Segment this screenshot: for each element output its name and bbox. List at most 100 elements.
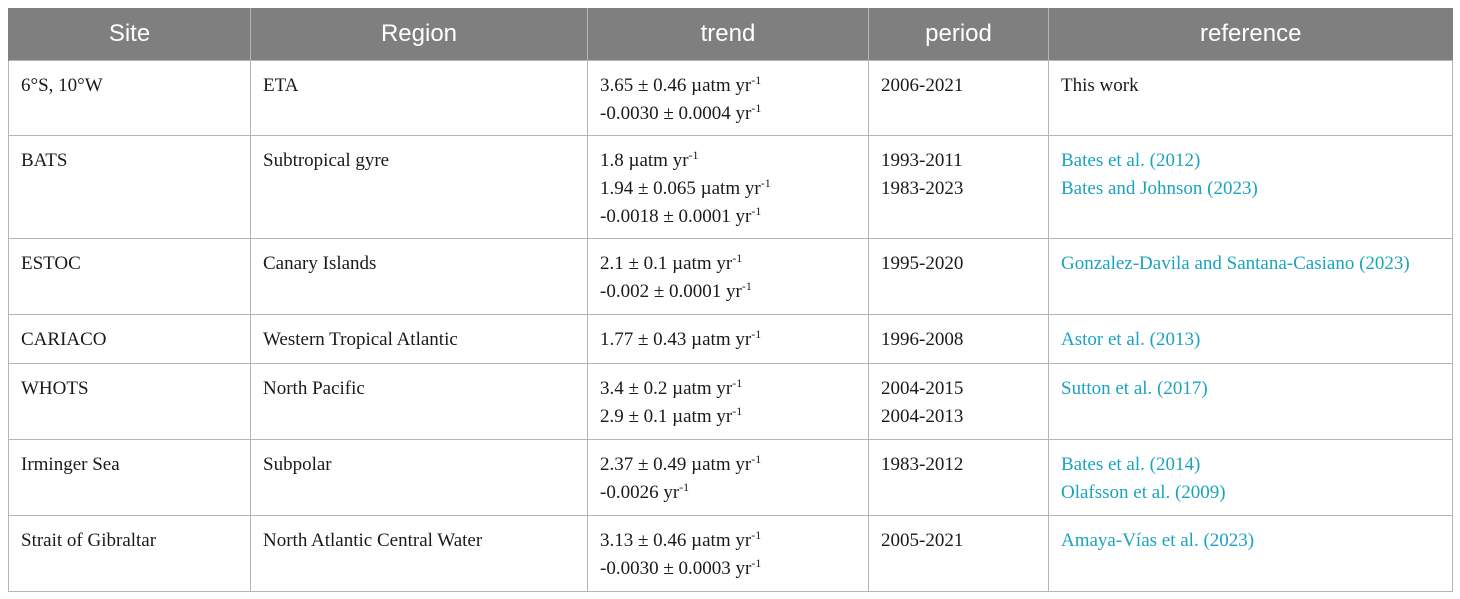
- trend-value: 2.37 ± 0.49 µatm yr-1: [600, 451, 856, 479]
- reference-cell: Astor et al. (2013): [1048, 314, 1453, 364]
- period-value: 1983-2023: [881, 178, 964, 200]
- table-row: 6°S, 10°W ETA 3.65 ± 0.46 µatm yr-1 -0.0030…: [8, 59, 1453, 137]
- trend-text: 1.94 ± 0.065 µatm yr: [600, 178, 761, 200]
- trend-text: -0.0030 ± 0.0004 yr: [600, 103, 752, 124]
- site-cell: Irminger Sea: [8, 438, 251, 516]
- header-row: Site Region trend period reference: [8, 8, 1453, 61]
- period-value: 2004-2013: [881, 405, 964, 427]
- table-row: CARIACO Western Tropical Atlantic 1.77 ± 0…: [8, 314, 1453, 364]
- trend-text: -0.002 ± 0.0001 yr: [600, 281, 742, 303]
- reference-link[interactable]: Bates et al. (2012): [1061, 150, 1201, 172]
- region-name: North Atlantic Central Water: [263, 529, 483, 551]
- reference-cell: Bates et al. (2012) Bates and Johnson (20…: [1048, 135, 1453, 240]
- period-value: 2006-2021: [881, 75, 964, 96]
- period-value: 1995-2020: [881, 253, 964, 275]
- trend-cell: 1.77 ± 0.43 µatm yr-1: [587, 314, 869, 364]
- trend-text: -0.0026 yr: [600, 481, 680, 503]
- period-value: 2004-2015: [881, 377, 964, 399]
- trend-exponent: -1: [732, 251, 743, 266]
- trend-text: 3.4 ± 0.2 µatm yr: [600, 377, 733, 399]
- comparison-table: Site Region trend period reference 6°S, …: [8, 8, 1453, 593]
- trend-cell: 3.4 ± 0.2 µatm yr-1 2.9 ± 0.1 µatm yr-1: [587, 362, 869, 440]
- region-cell: North Pacific: [250, 362, 588, 440]
- trend-exponent: -1: [741, 279, 752, 294]
- reference-text: This work: [1061, 75, 1139, 96]
- trend-exponent: -1: [732, 375, 743, 390]
- trend-value: 3.4 ± 0.2 µatm yr-1: [600, 375, 856, 403]
- table-row: ESTOC Canary Islands 2.1 ± 0.1 µatm yr-1 -0…: [8, 238, 1453, 316]
- region-cell: Canary Islands: [250, 238, 588, 316]
- trend-value: 2.1 ± 0.1 µatm yr-1: [600, 250, 856, 278]
- region-name: ETA: [263, 75, 299, 96]
- trend-value: -0.0030 ± 0.0003 yr-1: [600, 555, 856, 583]
- trend-value: 3.65 ± 0.46 µatm yr-1: [600, 72, 856, 100]
- period-cell: 1993-2011 1983-2023: [868, 135, 1049, 240]
- reference-link[interactable]: Gonzalez-Davila and Santana-Casiano (202…: [1061, 253, 1410, 275]
- trend-value: 2.9 ± 0.1 µatm yr-1: [600, 403, 856, 431]
- region-cell: North Atlantic Central Water: [250, 514, 588, 593]
- site-cell: WHOTS: [8, 362, 251, 440]
- reference-link[interactable]: Bates and Johnson (2023): [1061, 178, 1258, 200]
- site-cell: ESTOC: [8, 238, 251, 316]
- trend-value: -0.0030 ± 0.0004 yr-1: [600, 100, 856, 128]
- region-name: Canary Islands: [263, 253, 377, 275]
- reference-cell: Amaya-Vías et al. (2023): [1048, 514, 1453, 593]
- trend-text: 3.13 ± 0.46 µatm yr: [600, 529, 752, 551]
- site-cell: BATS: [8, 135, 251, 240]
- period-value: 1993-2011: [881, 150, 963, 172]
- reference-link[interactable]: Amaya-Vías et al. (2023): [1061, 529, 1255, 551]
- trend-text: 2.1 ± 0.1 µatm yr: [600, 253, 733, 275]
- trend-exponent: -1: [751, 527, 762, 542]
- table-row: Strait of Gibraltar North Atlantic Centra…: [8, 514, 1453, 593]
- trend-text: 1.77 ± 0.43 µatm yr: [600, 329, 752, 351]
- site-name: BATS: [21, 150, 68, 172]
- trend-value: 1.8 µatm yr-1: [600, 147, 856, 175]
- site-name: WHOTS: [21, 377, 89, 399]
- trend-exponent: -1: [751, 451, 762, 466]
- trend-value: -0.0018 ± 0.0001 yr-1: [600, 203, 856, 231]
- site-name: 6°S, 10°W: [21, 75, 103, 96]
- trend-exponent: -1: [732, 403, 743, 418]
- site-name: CARIACO: [21, 329, 107, 351]
- reference-link[interactable]: Bates et al. (2014): [1061, 453, 1201, 475]
- site-cell: 6°S, 10°W: [8, 59, 251, 137]
- trend-cell: 2.1 ± 0.1 µatm yr-1 -0.002 ± 0.0001 yr-1: [587, 238, 869, 316]
- trend-text: -0.0018 ± 0.0001 yr: [600, 206, 752, 228]
- trend-cell: 3.13 ± 0.46 µatm yr-1 -0.0030 ± 0.0003 yr…: [587, 514, 869, 593]
- trend-cell: 1.8 µatm yr-1 1.94 ± 0.065 µatm yr-1 -0.00…: [587, 135, 869, 240]
- table-row: WHOTS North Pacific 3.4 ± 0.2 µatm yr-1 2.9…: [8, 362, 1453, 440]
- trend-value: 3.13 ± 0.46 µatm yr-1: [600, 527, 856, 555]
- trend-cell: 2.37 ± 0.49 µatm yr-1 -0.0026 yr-1: [587, 438, 869, 516]
- period-cell: 1995-2020: [868, 238, 1049, 316]
- reference-cell: Sutton et al. (2017): [1048, 362, 1453, 440]
- period-cell: 2004-2015 2004-2013: [868, 362, 1049, 440]
- header-reference: reference: [1048, 8, 1453, 61]
- trend-value: -0.0026 yr-1: [600, 479, 856, 507]
- trend-exponent: -1: [679, 479, 690, 494]
- site-name: ESTOC: [21, 253, 81, 275]
- reference-cell: Bates et al. (2014) Olafsson et al. (2009…: [1048, 438, 1453, 516]
- trend-text: 2.9 ± 0.1 µatm yr: [600, 405, 733, 427]
- table-row: BATS Subtropical gyre 1.8 µatm yr-1 1.94 ± …: [8, 135, 1453, 240]
- region-name: North Pacific: [263, 377, 365, 399]
- site-cell: CARIACO: [8, 314, 251, 364]
- trend-exponent: -1: [751, 327, 762, 342]
- period-value: 2005-2021: [881, 529, 964, 551]
- reference-link[interactable]: Astor et al. (2013): [1061, 329, 1201, 351]
- reference-link[interactable]: Sutton et al. (2017): [1061, 377, 1208, 399]
- region-cell: ETA: [250, 59, 588, 137]
- region-cell: Western Tropical Atlantic: [250, 314, 588, 364]
- period-value: 1996-2008: [881, 329, 964, 351]
- trend-text: 3.65 ± 0.46 µatm yr: [600, 75, 752, 96]
- period-cell: 2005-2021: [868, 514, 1049, 593]
- header-trend: trend: [587, 8, 869, 61]
- region-name: Subtropical gyre: [263, 150, 390, 172]
- site-name: Irminger Sea: [21, 453, 120, 475]
- table-header: Site Region trend period reference: [8, 8, 1453, 61]
- region-cell: Subtropical gyre: [250, 135, 588, 240]
- header-period: period: [868, 8, 1049, 61]
- trend-value: 1.94 ± 0.065 µatm yr-1: [600, 175, 856, 203]
- trend-exponent: -1: [751, 204, 762, 219]
- region-cell: Subpolar: [250, 438, 588, 516]
- reference-link[interactable]: Olafsson et al. (2009): [1061, 481, 1226, 503]
